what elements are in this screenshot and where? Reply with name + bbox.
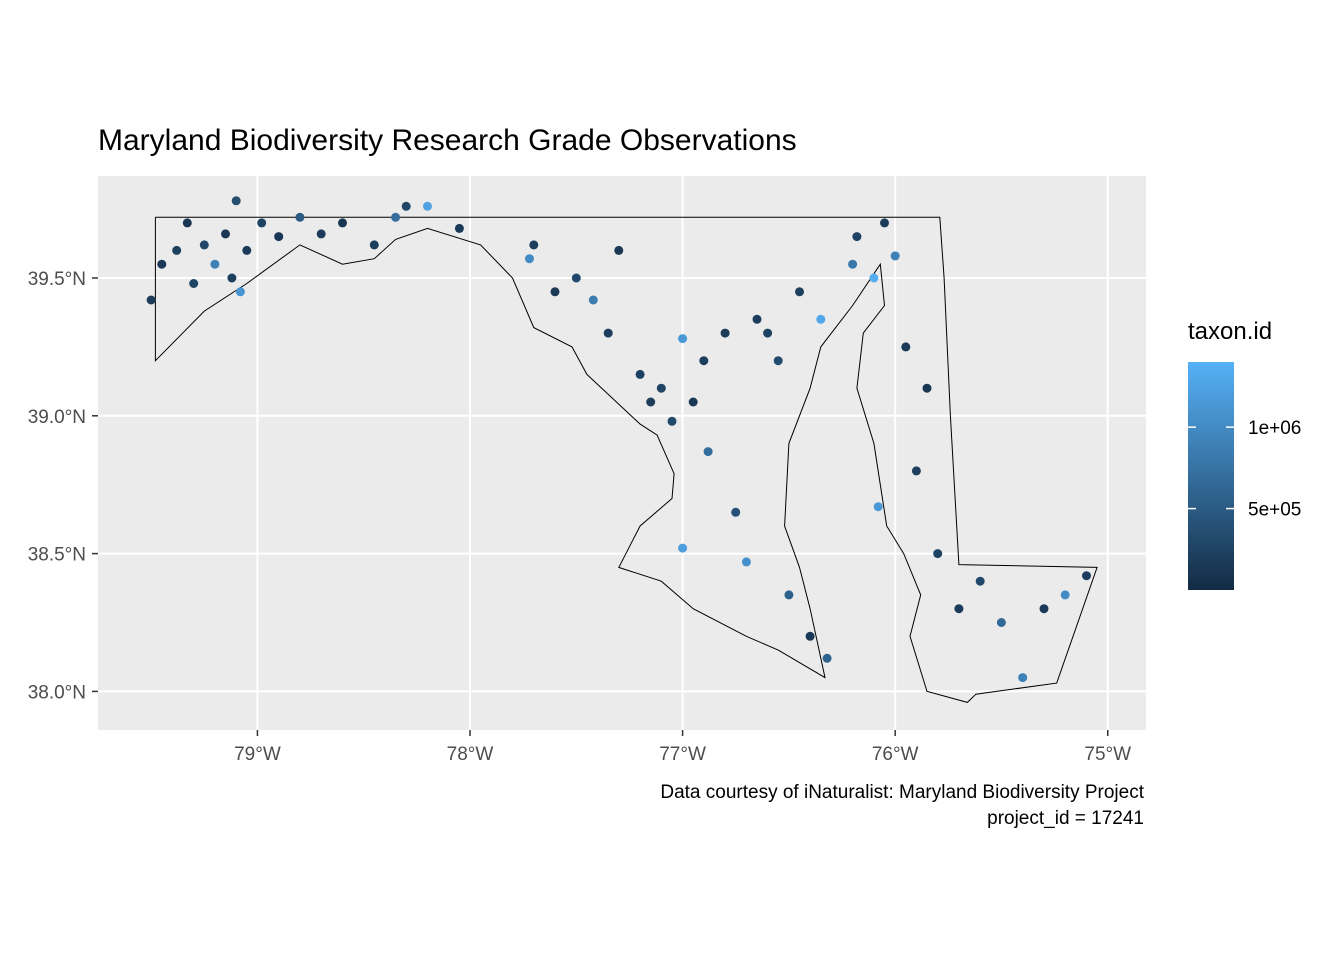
observation-point bbox=[369, 240, 379, 250]
observation-point bbox=[231, 196, 241, 206]
observation-point bbox=[1039, 604, 1049, 614]
observation-point bbox=[338, 218, 347, 228]
observation-point bbox=[199, 240, 209, 250]
observation-point bbox=[901, 342, 911, 352]
observation-point bbox=[189, 279, 199, 288]
observation-point bbox=[688, 397, 698, 407]
observation-point bbox=[763, 328, 773, 338]
observation-point bbox=[816, 314, 826, 324]
x-tick-label: 75°W bbox=[1084, 744, 1131, 765]
observation-point bbox=[667, 416, 677, 426]
y-tick-label: 39.5°N bbox=[28, 269, 86, 290]
axis-layer: 79°W 78°W 77°W 76°W 75°W 38.0°N 38.5°N 39.0°N 39… bbox=[28, 269, 1131, 765]
observation-point bbox=[316, 229, 326, 239]
caption: Data courtesy of iNaturalist: Maryland B… bbox=[660, 780, 1144, 832]
observation-point bbox=[933, 549, 943, 559]
observation-point bbox=[182, 218, 192, 228]
observation-point bbox=[529, 240, 539, 250]
observation-point bbox=[635, 369, 645, 379]
observation-point bbox=[678, 543, 688, 553]
observation-point bbox=[1082, 571, 1091, 581]
observation-point bbox=[873, 502, 883, 512]
grid-lines bbox=[98, 176, 1146, 730]
legend-title: taxon.id bbox=[1188, 318, 1273, 345]
observation-point bbox=[1060, 590, 1070, 600]
observation-point bbox=[890, 251, 900, 261]
y-tick-label: 38.5°N bbox=[28, 545, 86, 566]
observation-point bbox=[784, 590, 794, 600]
observation-point bbox=[550, 287, 560, 297]
observation-point bbox=[699, 356, 709, 366]
observation-point bbox=[274, 232, 284, 242]
observation-point bbox=[221, 229, 230, 239]
observation-point bbox=[235, 287, 245, 297]
observation-point bbox=[703, 447, 713, 457]
observation-point bbox=[869, 273, 879, 283]
observation-point bbox=[210, 259, 220, 269]
observation-point bbox=[880, 218, 889, 228]
observation-point bbox=[805, 631, 815, 641]
observation-point bbox=[454, 223, 464, 233]
observation-point bbox=[852, 232, 862, 242]
observation-point bbox=[848, 259, 858, 269]
observation-point bbox=[954, 604, 964, 614]
observation-point bbox=[588, 295, 598, 305]
observation-point bbox=[525, 254, 534, 264]
legend-label: 1e+06 bbox=[1248, 418, 1301, 439]
colorbar bbox=[1188, 362, 1234, 590]
caption-line-2: project_id = 17241 bbox=[987, 808, 1144, 829]
observation-point bbox=[922, 383, 932, 393]
observation-point bbox=[656, 383, 666, 393]
y-tick-label: 38.0°N bbox=[28, 682, 86, 703]
observation-point bbox=[773, 356, 783, 366]
observation-point bbox=[157, 259, 167, 269]
x-tick-label: 78°W bbox=[447, 744, 494, 765]
observation-point bbox=[242, 245, 252, 255]
observation-point bbox=[614, 245, 624, 255]
chart-title: Maryland Biodiversity Research Grade Obs… bbox=[98, 124, 797, 157]
points-layer bbox=[146, 196, 1091, 683]
observation-point bbox=[678, 334, 688, 344]
observation-point bbox=[741, 557, 751, 567]
observation-point bbox=[571, 273, 581, 283]
caption-line-1: Data courtesy of iNaturalist: Maryland B… bbox=[660, 782, 1144, 803]
x-tick-label: 79°W bbox=[234, 744, 281, 765]
observation-point bbox=[295, 212, 305, 222]
observation-point bbox=[822, 653, 832, 663]
observation-point bbox=[146, 295, 156, 305]
observation-point bbox=[752, 314, 762, 324]
state-outline-layer bbox=[154, 216, 1098, 703]
observation-point bbox=[227, 273, 237, 283]
observation-point bbox=[975, 576, 985, 586]
observation-point bbox=[257, 218, 267, 228]
observation-point bbox=[172, 245, 182, 255]
observation-point bbox=[1018, 673, 1028, 683]
observation-point bbox=[423, 201, 432, 211]
observation-point bbox=[731, 507, 741, 517]
observation-point bbox=[646, 397, 656, 407]
observation-point bbox=[720, 328, 730, 338]
observation-point bbox=[996, 618, 1006, 627]
y-tick-label: 39.0°N bbox=[28, 407, 86, 428]
legend-label: 5e+05 bbox=[1248, 500, 1301, 521]
x-tick-label: 76°W bbox=[872, 744, 919, 765]
observation-point bbox=[401, 201, 411, 211]
state-outline bbox=[154, 216, 1098, 703]
plot-panel bbox=[98, 176, 1146, 730]
observation-point bbox=[391, 212, 401, 222]
color-legend: 5e+05 1e+06 bbox=[1188, 362, 1301, 590]
x-tick-label: 77°W bbox=[659, 744, 706, 765]
observation-point bbox=[795, 287, 804, 297]
observation-point bbox=[603, 328, 613, 338]
observation-point bbox=[911, 466, 921, 476]
